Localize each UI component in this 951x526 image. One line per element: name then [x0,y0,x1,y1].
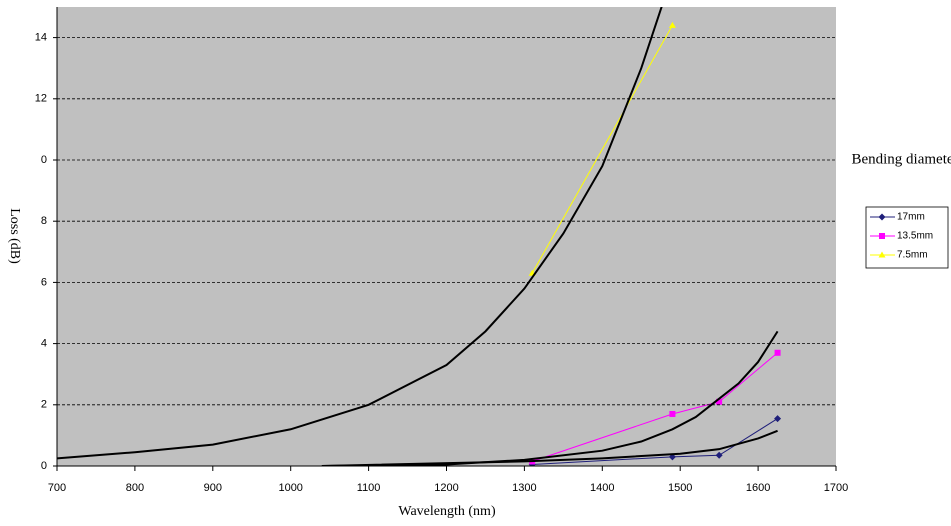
legend-label: 7.5mm [897,250,928,261]
x-tick-label: 1600 [746,482,770,494]
legend-title: Bending diameter [851,151,951,167]
point [774,415,782,423]
series-line [532,418,778,465]
x-tick-label: 1300 [512,482,536,494]
point [774,349,781,356]
y-tick-label: 4 [41,338,47,350]
series-line [532,352,778,462]
fit-curve [57,7,663,460]
point [715,451,723,459]
x-tick-label: 1200 [434,482,458,494]
x-tick-label: 700 [48,482,66,494]
x-tick-label: 1500 [668,482,692,494]
x-axis-label: Wavelength (nm) [398,504,496,519]
plot-area [57,7,836,466]
point [668,21,676,28]
legend-label: 17mm [897,212,925,223]
y-tick-label: 2 [41,399,47,411]
x-tick-label: 1000 [278,482,302,494]
y-tick-label: 8 [41,215,47,227]
y-tick-label: 0 [41,460,47,472]
y-tick-label: 6 [41,276,47,288]
y-tick-label: 12 [35,93,47,105]
x-tick-label: 1400 [590,482,614,494]
x-tick-label: 1100 [357,482,381,494]
x-tick-label: 800 [126,482,144,494]
point [879,233,885,239]
y-axis-label: Loss (dB) [7,208,22,264]
x-tick-label: 900 [204,482,222,494]
point [878,251,886,258]
y-tick-label: 0 [41,154,47,166]
x-tick-label: 1700 [824,482,848,494]
fit-curve [321,429,778,466]
plot [57,7,782,466]
point [878,213,886,221]
series-line [531,25,673,274]
point [716,398,723,405]
legend-label: 13.5mm [897,231,933,242]
point [669,410,676,417]
y-tick-label: 14 [35,32,47,44]
